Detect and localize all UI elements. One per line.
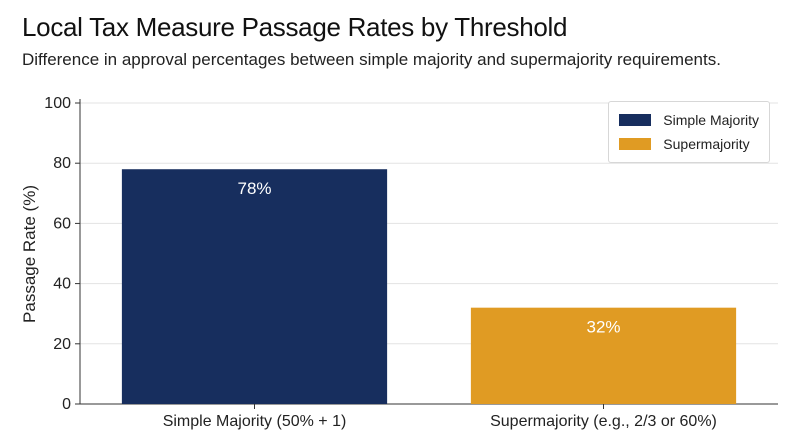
y-tick-label: 80 <box>53 155 71 172</box>
y-tick-label: 0 <box>62 396 71 413</box>
x-tick-label: Simple Majority (50% + 1) <box>163 413 347 430</box>
chart-title: Local Tax Measure Passage Rates by Thres… <box>22 12 568 42</box>
legend-label: Supermajority <box>663 136 750 152</box>
x-tick-label: Supermajority (e.g., 2/3 or 60%) <box>490 413 717 430</box>
legend-swatch <box>619 114 652 126</box>
legend-swatch <box>619 138 652 150</box>
y-tick-label: 40 <box>53 276 71 293</box>
legend-item-simple-majority: Simple Majority <box>619 108 759 132</box>
chart-subtitle: Difference in approval percentages betwe… <box>22 50 721 69</box>
y-tick-label: 100 <box>44 95 71 112</box>
y-tick-label: 20 <box>53 336 71 353</box>
bar-supermajority <box>470 307 737 404</box>
y-tick-label: 60 <box>53 215 71 232</box>
bar-simple-majority <box>121 169 388 404</box>
bar-data-label: 78% <box>237 179 271 198</box>
legend-label: Simple Majority <box>663 112 759 128</box>
bar-data-label: 32% <box>586 318 620 337</box>
legend: Simple Majority Supermajority <box>608 101 770 163</box>
legend-item-supermajority: Supermajority <box>619 132 759 156</box>
